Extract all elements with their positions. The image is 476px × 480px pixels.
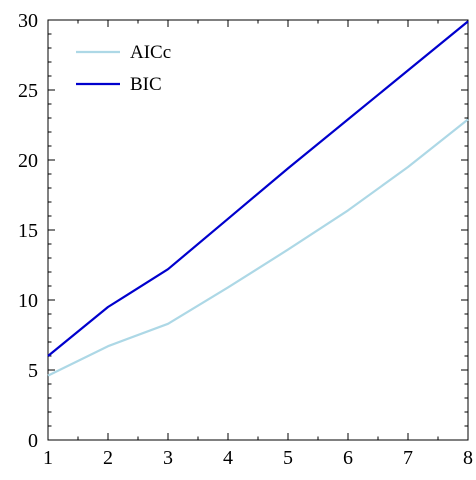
series-lines: [47, 20, 469, 377]
x-tick-label-4: 4: [223, 447, 233, 469]
x-tick-label-7: 7: [403, 447, 413, 469]
legend: AICc BIC: [76, 42, 171, 95]
y-tick-label-15: 15: [18, 220, 38, 242]
y-tick-label-25: 25: [18, 80, 38, 102]
axis-tick-labels: 1 2 3 4 5 6 7 8 0 5 10 15 20 25 30: [18, 10, 473, 469]
series-line-aicc: [47, 118, 469, 377]
y-tick-label-0: 0: [28, 430, 38, 452]
y-tick-label-30: 30: [18, 10, 38, 32]
x-tick-label-8: 8: [463, 447, 473, 469]
y-tick-label-10: 10: [18, 290, 38, 312]
x-tick-label-6: 6: [343, 447, 353, 469]
x-tick-label-2: 2: [103, 447, 113, 469]
series-line-bic: [47, 20, 469, 357]
legend-label-aicc: AICc: [130, 42, 171, 63]
y-tick-label-20: 20: [18, 150, 38, 172]
axis-ticks: [47, 19, 469, 441]
x-tick-label-3: 3: [163, 447, 173, 469]
legend-label-bic: BIC: [130, 74, 162, 95]
y-tick-label-5: 5: [28, 360, 38, 382]
x-tick-label-5: 5: [283, 447, 293, 469]
x-tick-label-1: 1: [43, 447, 53, 469]
